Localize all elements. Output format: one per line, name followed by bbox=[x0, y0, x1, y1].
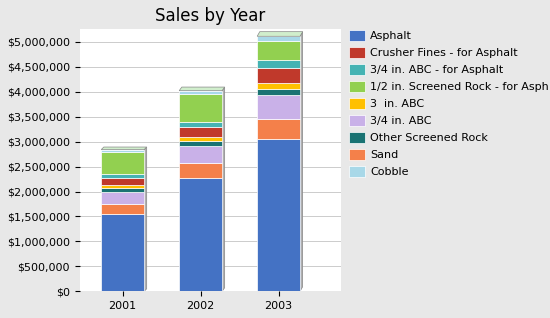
Bar bbox=[257, 139, 300, 291]
Bar bbox=[101, 188, 144, 191]
Bar bbox=[179, 177, 222, 291]
Bar bbox=[179, 127, 222, 137]
Bar bbox=[179, 137, 222, 141]
Bar bbox=[257, 41, 300, 60]
Bar bbox=[179, 162, 222, 177]
Legend: Asphalt, Crusher Fines - for Asphalt, 3/4 in. ABC - for Asphalt, 1/2 in. Screene: Asphalt, Crusher Fines - for Asphalt, 3/… bbox=[349, 30, 549, 177]
Bar bbox=[179, 141, 222, 146]
Bar bbox=[257, 119, 300, 139]
Bar bbox=[101, 185, 144, 188]
Title: Sales by Year: Sales by Year bbox=[155, 7, 266, 25]
Bar bbox=[101, 177, 144, 185]
Polygon shape bbox=[257, 32, 303, 36]
Bar bbox=[179, 122, 222, 127]
Bar bbox=[101, 149, 144, 152]
Polygon shape bbox=[300, 32, 302, 291]
Bar bbox=[179, 146, 222, 162]
Bar bbox=[257, 68, 300, 83]
Bar bbox=[179, 91, 222, 94]
Bar bbox=[257, 60, 300, 68]
Bar bbox=[257, 36, 300, 41]
Polygon shape bbox=[222, 87, 224, 291]
Polygon shape bbox=[179, 87, 224, 91]
Bar bbox=[101, 152, 144, 174]
Bar bbox=[101, 204, 144, 214]
Bar bbox=[257, 89, 300, 95]
Bar bbox=[257, 83, 300, 89]
Polygon shape bbox=[144, 147, 147, 291]
Polygon shape bbox=[101, 147, 147, 149]
Bar bbox=[101, 214, 144, 291]
Bar bbox=[179, 94, 222, 122]
Bar bbox=[101, 174, 144, 177]
Bar bbox=[101, 191, 144, 204]
Bar bbox=[257, 95, 300, 119]
